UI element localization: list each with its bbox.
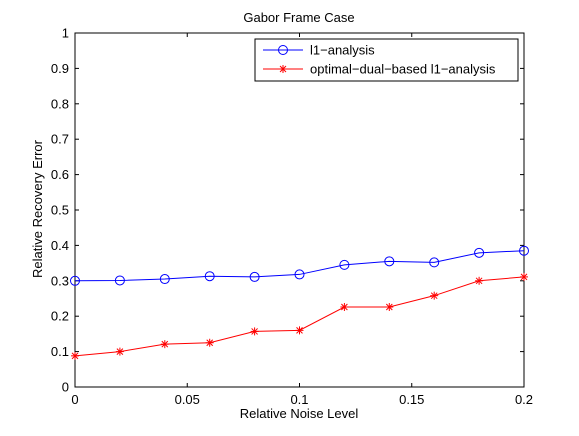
y-tick-label: 0.4 bbox=[51, 238, 69, 253]
y-tick-label: 0.8 bbox=[51, 96, 69, 111]
data-point bbox=[429, 257, 440, 268]
y-tick-label: 0 bbox=[62, 380, 69, 395]
data-point bbox=[340, 302, 349, 311]
series-line bbox=[74, 250, 525, 282]
data-point bbox=[115, 347, 124, 356]
axis-ticks: 0 0.05 0.1 0.15 0.2 0 0.1 0.2 0.3 0.4 0.5 0.6 0.7 0.8… bbox=[51, 26, 533, 408]
y-axis-label: Relative Recovery Error bbox=[30, 139, 45, 278]
y-tick-label: 0.6 bbox=[51, 167, 69, 182]
legend-item: optimal−dual−based l1−analysis bbox=[263, 62, 496, 77]
series-2 bbox=[71, 272, 528, 360]
data-point bbox=[384, 256, 395, 267]
chart-title: Gabor Frame Case bbox=[243, 10, 354, 25]
data-point bbox=[430, 291, 439, 300]
y-tick-label: 0.5 bbox=[51, 203, 69, 218]
data-point bbox=[114, 275, 125, 286]
y-tick-label: 0.2 bbox=[51, 309, 69, 324]
data-point bbox=[159, 274, 170, 285]
data-point bbox=[294, 269, 305, 280]
legend-marker bbox=[278, 45, 288, 55]
y-tick-label: 0.1 bbox=[51, 344, 69, 359]
x-tick-label: 0.15 bbox=[399, 392, 424, 407]
x-tick-label: 0 bbox=[71, 392, 78, 407]
legend-label: l1−analysis bbox=[310, 43, 375, 58]
y-tick-label: 1 bbox=[62, 26, 69, 41]
y-tick-label: 0.3 bbox=[51, 273, 69, 288]
data-point bbox=[520, 272, 528, 281]
x-tick-label: 0.1 bbox=[290, 392, 308, 407]
data-point bbox=[474, 247, 485, 258]
data-point bbox=[250, 327, 259, 336]
x-tick-label: 0.2 bbox=[515, 392, 533, 407]
legend: l1−analysis optimal−dual−based l1−analysi… bbox=[254, 38, 519, 82]
data-point bbox=[295, 326, 304, 335]
data-point bbox=[249, 271, 260, 282]
legend-marker bbox=[279, 65, 287, 73]
data-point bbox=[475, 276, 484, 285]
data-point bbox=[70, 275, 80, 286]
legend-box bbox=[254, 38, 519, 82]
x-tick-label: 0.05 bbox=[175, 392, 200, 407]
data-point bbox=[385, 302, 394, 311]
x-axis-label: Relative Noise Level bbox=[240, 406, 359, 421]
data-point bbox=[204, 271, 215, 282]
data-point bbox=[205, 338, 214, 347]
y-tick-label: 0.7 bbox=[51, 132, 69, 147]
series-layer bbox=[70, 245, 529, 360]
data-point bbox=[160, 340, 169, 349]
data-point bbox=[339, 259, 350, 270]
y-tick-label: 0.9 bbox=[51, 61, 69, 76]
legend-item: l1−analysis bbox=[263, 43, 375, 58]
data-point bbox=[71, 351, 79, 360]
legend-label: optimal−dual−based l1−analysis bbox=[310, 62, 496, 77]
series-1 bbox=[70, 245, 529, 286]
data-point bbox=[519, 245, 529, 256]
